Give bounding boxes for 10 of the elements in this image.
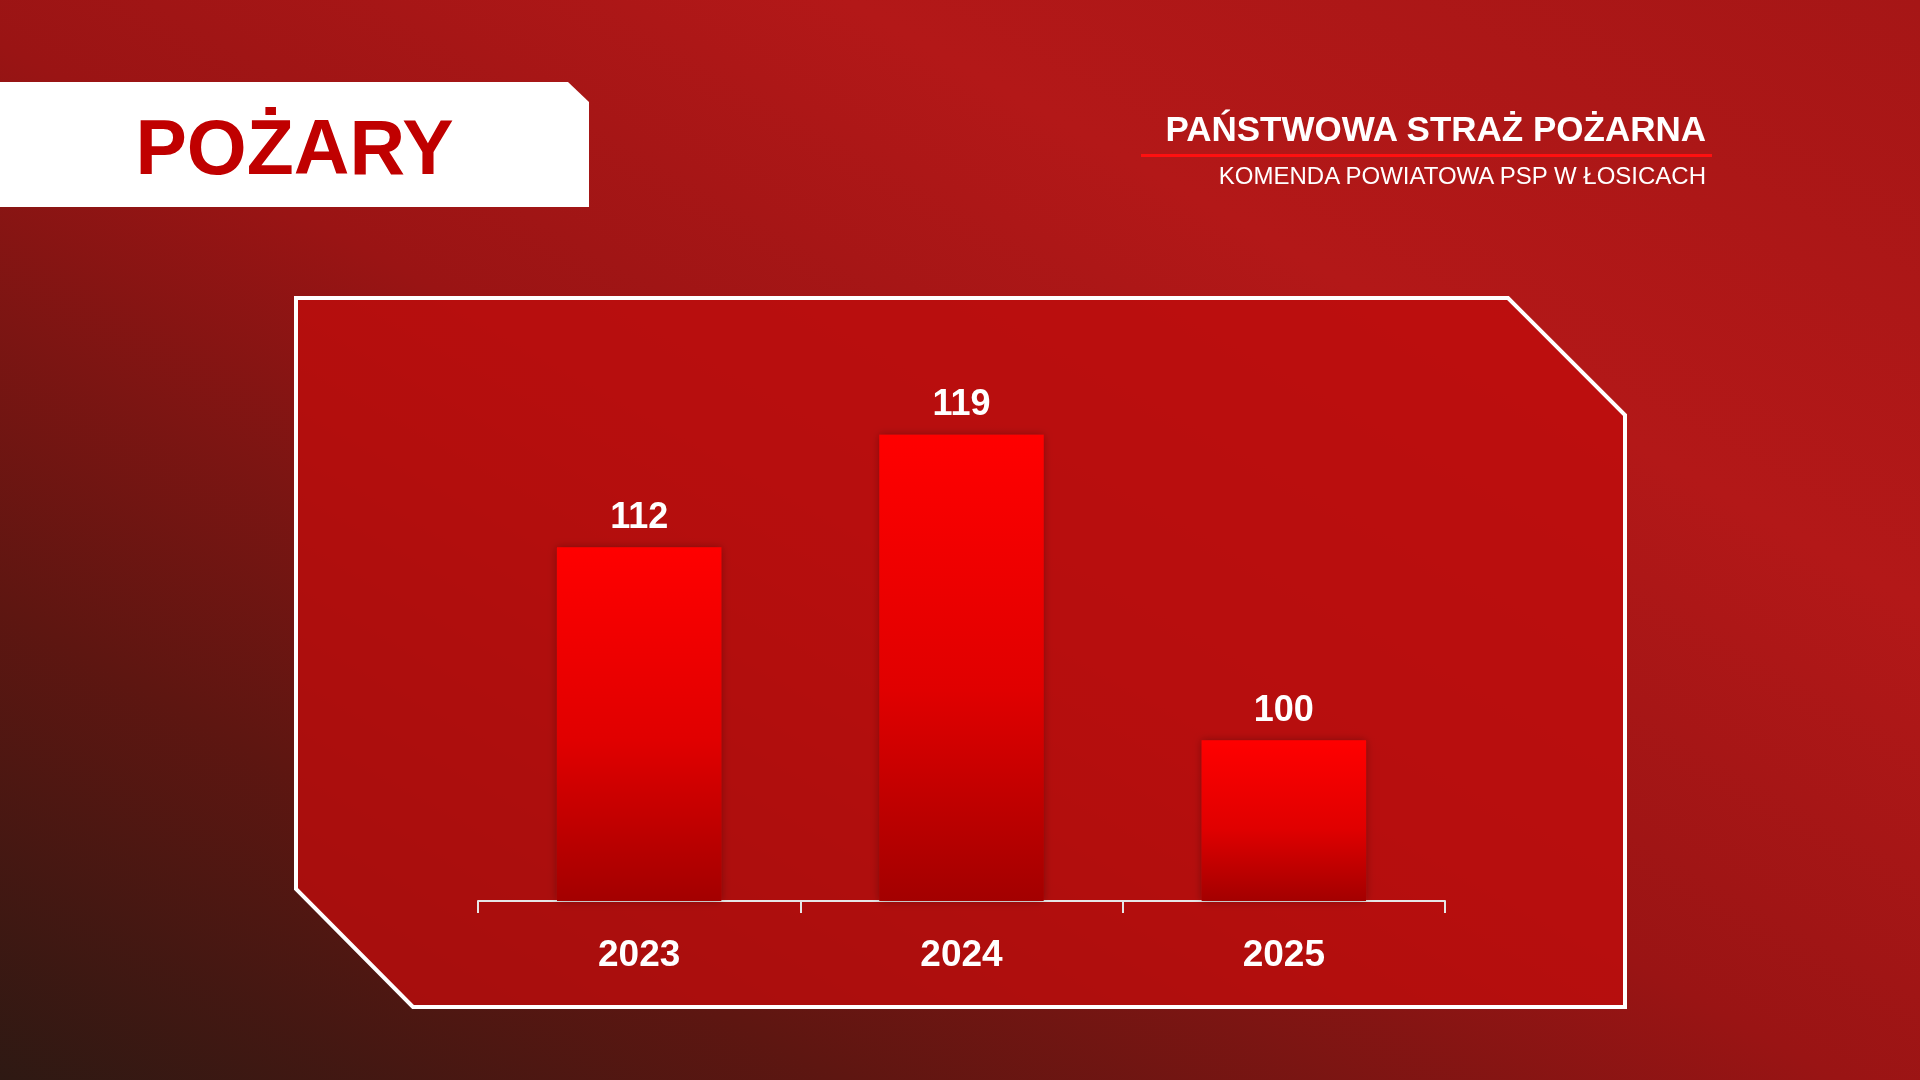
data-label: 100: [1253, 687, 1314, 729]
chart-subtitle: PAŃSTWOWA STRAŻ POŻARNA: [1165, 109, 1706, 148]
chart-title: POŻARY: [135, 103, 454, 190]
data-label: 112: [610, 494, 669, 536]
text: KOMENDA POWIATOWA PSP W ŁOSICACH: [1218, 162, 1706, 189]
title-banner: POŻARY: [0, 82, 589, 207]
x-tick-label: 2025: [1242, 933, 1325, 974]
x-tick-label: 2023: [598, 933, 681, 974]
data-label: 119: [932, 382, 991, 424]
x-tick-label: 2024: [920, 933, 1004, 974]
